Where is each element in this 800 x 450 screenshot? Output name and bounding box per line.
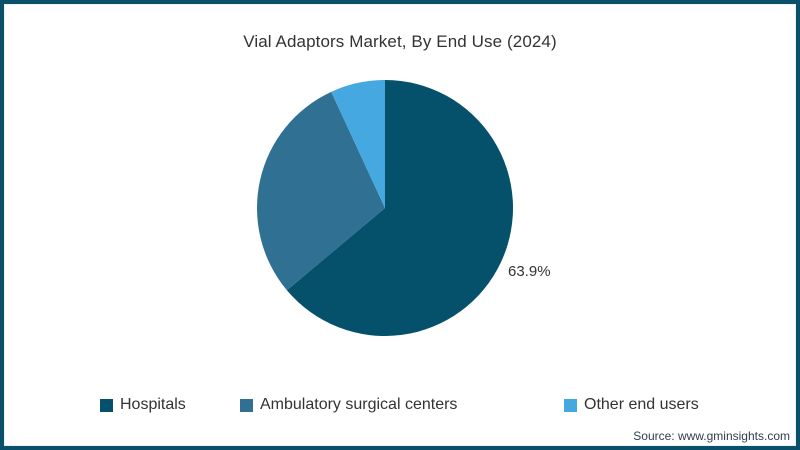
legend-swatch-ambulatory-surgical-centers (240, 398, 253, 412)
legend-label-ambulatory-surgical-centers: Ambulatory surgical centers (260, 396, 458, 413)
pie-chart-svg (257, 80, 513, 336)
legend: Hospitals Ambulatory surgical centers Ot… (0, 395, 800, 417)
chart-title: Vial Adaptors Market, By End Use (2024) (243, 32, 557, 51)
hospitals-percentage-label: 63.9% (508, 263, 551, 280)
legend-item-hospitals: Hospitals (100, 395, 186, 415)
legend-item-other-end-users: Other end users (564, 395, 699, 415)
legend-swatch-hospitals (100, 398, 113, 412)
source-attribution: Source: www.gminsights.com (633, 429, 790, 443)
legend-label-hospitals: Hospitals (120, 396, 186, 413)
pie-slice-other-end-users (331, 80, 385, 208)
legend-item-ambulatory-surgical-centers: Ambulatory surgical centers (240, 395, 457, 415)
pie-chart (257, 80, 513, 336)
legend-swatch-other-end-users (564, 398, 577, 412)
pie-slice-ambulatory-surgical-centers (257, 91, 385, 291)
pie-slice-hospitals (286, 80, 513, 336)
legend-label-other-end-users: Other end users (584, 396, 699, 413)
